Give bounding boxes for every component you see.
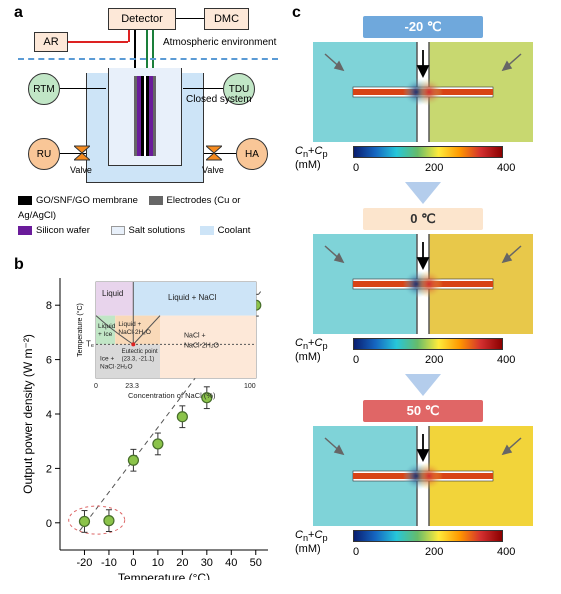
flow-arrow-icon <box>405 374 441 396</box>
svg-text:23.3: 23.3 <box>125 383 139 390</box>
colorbar-tick: 200 <box>425 354 443 366</box>
svg-text:2: 2 <box>46 463 52 475</box>
svg-text:(23.3, -21.1): (23.3, -21.1) <box>122 357 155 363</box>
svg-text:0: 0 <box>94 383 98 390</box>
flow-arrow-icon <box>405 182 441 204</box>
simulation-heatmap <box>313 42 533 142</box>
ha-circle: HA <box>236 138 268 170</box>
svg-text:Liquid: Liquid <box>98 323 116 330</box>
valve-icon-right <box>206 142 222 164</box>
svg-text:30: 30 <box>201 557 213 569</box>
wire <box>176 18 204 19</box>
simulation-heatmap <box>313 234 533 334</box>
colorbar <box>353 146 503 158</box>
colorbar-tick: 400 <box>497 354 515 366</box>
panel-a-schematic: Detector DMC AR Atmospheric environment … <box>18 8 278 253</box>
svg-text:NaCl·2H₂O: NaCl·2H₂O <box>100 363 133 370</box>
svg-text:Liquid + NaCl: Liquid + NaCl <box>168 293 216 302</box>
dashed-separator <box>18 58 278 60</box>
atm-label: Atmospheric environment <box>163 37 276 48</box>
rtm-circle: RTM <box>28 73 60 105</box>
temp-header: 0 ℃ <box>363 208 483 230</box>
svg-text:6: 6 <box>46 355 52 367</box>
svg-text:100: 100 <box>244 383 256 390</box>
legend: GO/SNF/GO membrane Electrodes (Cu or Ag/… <box>18 193 278 238</box>
svg-text:0: 0 <box>130 557 136 569</box>
panel-c-sims: -20 ℃ Cn+Cp(mM) 0 200 400 0 ℃ <box>295 8 550 583</box>
svg-text:8: 8 <box>46 300 52 312</box>
membrane-stack <box>134 76 156 156</box>
detector-box: Detector <box>108 8 176 30</box>
svg-text:Ice +: Ice + <box>100 356 114 363</box>
tdu-line <box>183 88 223 89</box>
colorbar-label: Cn+Cp(mM) <box>295 145 328 171</box>
svg-text:50: 50 <box>250 557 262 569</box>
ru-circle: RU <box>28 138 60 170</box>
svg-text:Eutectic point: Eutectic point <box>122 349 158 355</box>
valve-icon-left <box>74 142 90 164</box>
rtm-line <box>60 88 106 89</box>
svg-text:4: 4 <box>46 409 52 421</box>
dmc-box: DMC <box>204 8 249 30</box>
ar-box: AR <box>34 32 68 52</box>
colorbar <box>353 338 503 350</box>
colorbar-tick: 0 <box>353 162 359 174</box>
svg-text:Temperature (°C): Temperature (°C) <box>76 303 84 357</box>
svg-text:0: 0 <box>46 518 52 530</box>
colorbar-tick: 400 <box>497 546 515 558</box>
svg-text:-10: -10 <box>101 557 117 569</box>
colorbar-tick: 0 <box>353 546 359 558</box>
simulation-heatmap <box>313 426 533 526</box>
closed-label: Closed system <box>186 94 252 105</box>
valve-label-2: Valve <box>202 165 224 175</box>
svg-text:20: 20 <box>176 557 188 569</box>
colorbar-label: Cn+Cp(mM) <box>295 529 328 555</box>
colorbar <box>353 530 503 542</box>
wire-red-v <box>128 30 130 42</box>
wire-red <box>68 41 128 43</box>
chart-svg: -20 -10 0 10 20 30 40 50 0 2 4 6 8 Temperature (°C) Ou… <box>18 260 278 580</box>
valve-label-1: Valve <box>70 165 92 175</box>
colorbar-label: Cn+Cp(mM) <box>295 337 328 363</box>
colorbar-tick: 200 <box>425 546 443 558</box>
svg-text:NaCl·2H₂O: NaCl·2H₂O <box>184 342 220 349</box>
svg-text:-20: -20 <box>77 557 93 569</box>
svg-text:+ Ice: + Ice <box>98 331 113 338</box>
svg-text:Output power density (W m⁻²): Output power density (W m⁻²) <box>21 334 35 494</box>
svg-text:10: 10 <box>152 557 164 569</box>
svg-text:NaCl·2H₂O: NaCl·2H₂O <box>118 329 150 336</box>
svg-text:NaCl +: NaCl + <box>184 333 206 340</box>
colorbar-tick: 400 <box>497 162 515 174</box>
colorbar-tick: 200 <box>425 162 443 174</box>
temp-header: 50 ℃ <box>363 400 483 422</box>
colorbar-tick: 0 <box>353 354 359 366</box>
svg-text:Liquid: Liquid <box>102 289 123 298</box>
svg-text:40: 40 <box>225 557 237 569</box>
svg-text:Tₑ: Tₑ <box>86 339 94 348</box>
svg-text:Concentration of NaCl (%): Concentration of NaCl (%) <box>128 391 216 400</box>
temp-header: -20 ℃ <box>363 16 483 38</box>
panel-b-chart: -20 -10 0 10 20 30 40 50 0 2 4 6 8 Temperature (°C) Ou… <box>18 260 278 580</box>
svg-text:Temperature (°C): Temperature (°C) <box>118 571 210 580</box>
svg-text:Liquid +: Liquid + <box>118 321 141 328</box>
